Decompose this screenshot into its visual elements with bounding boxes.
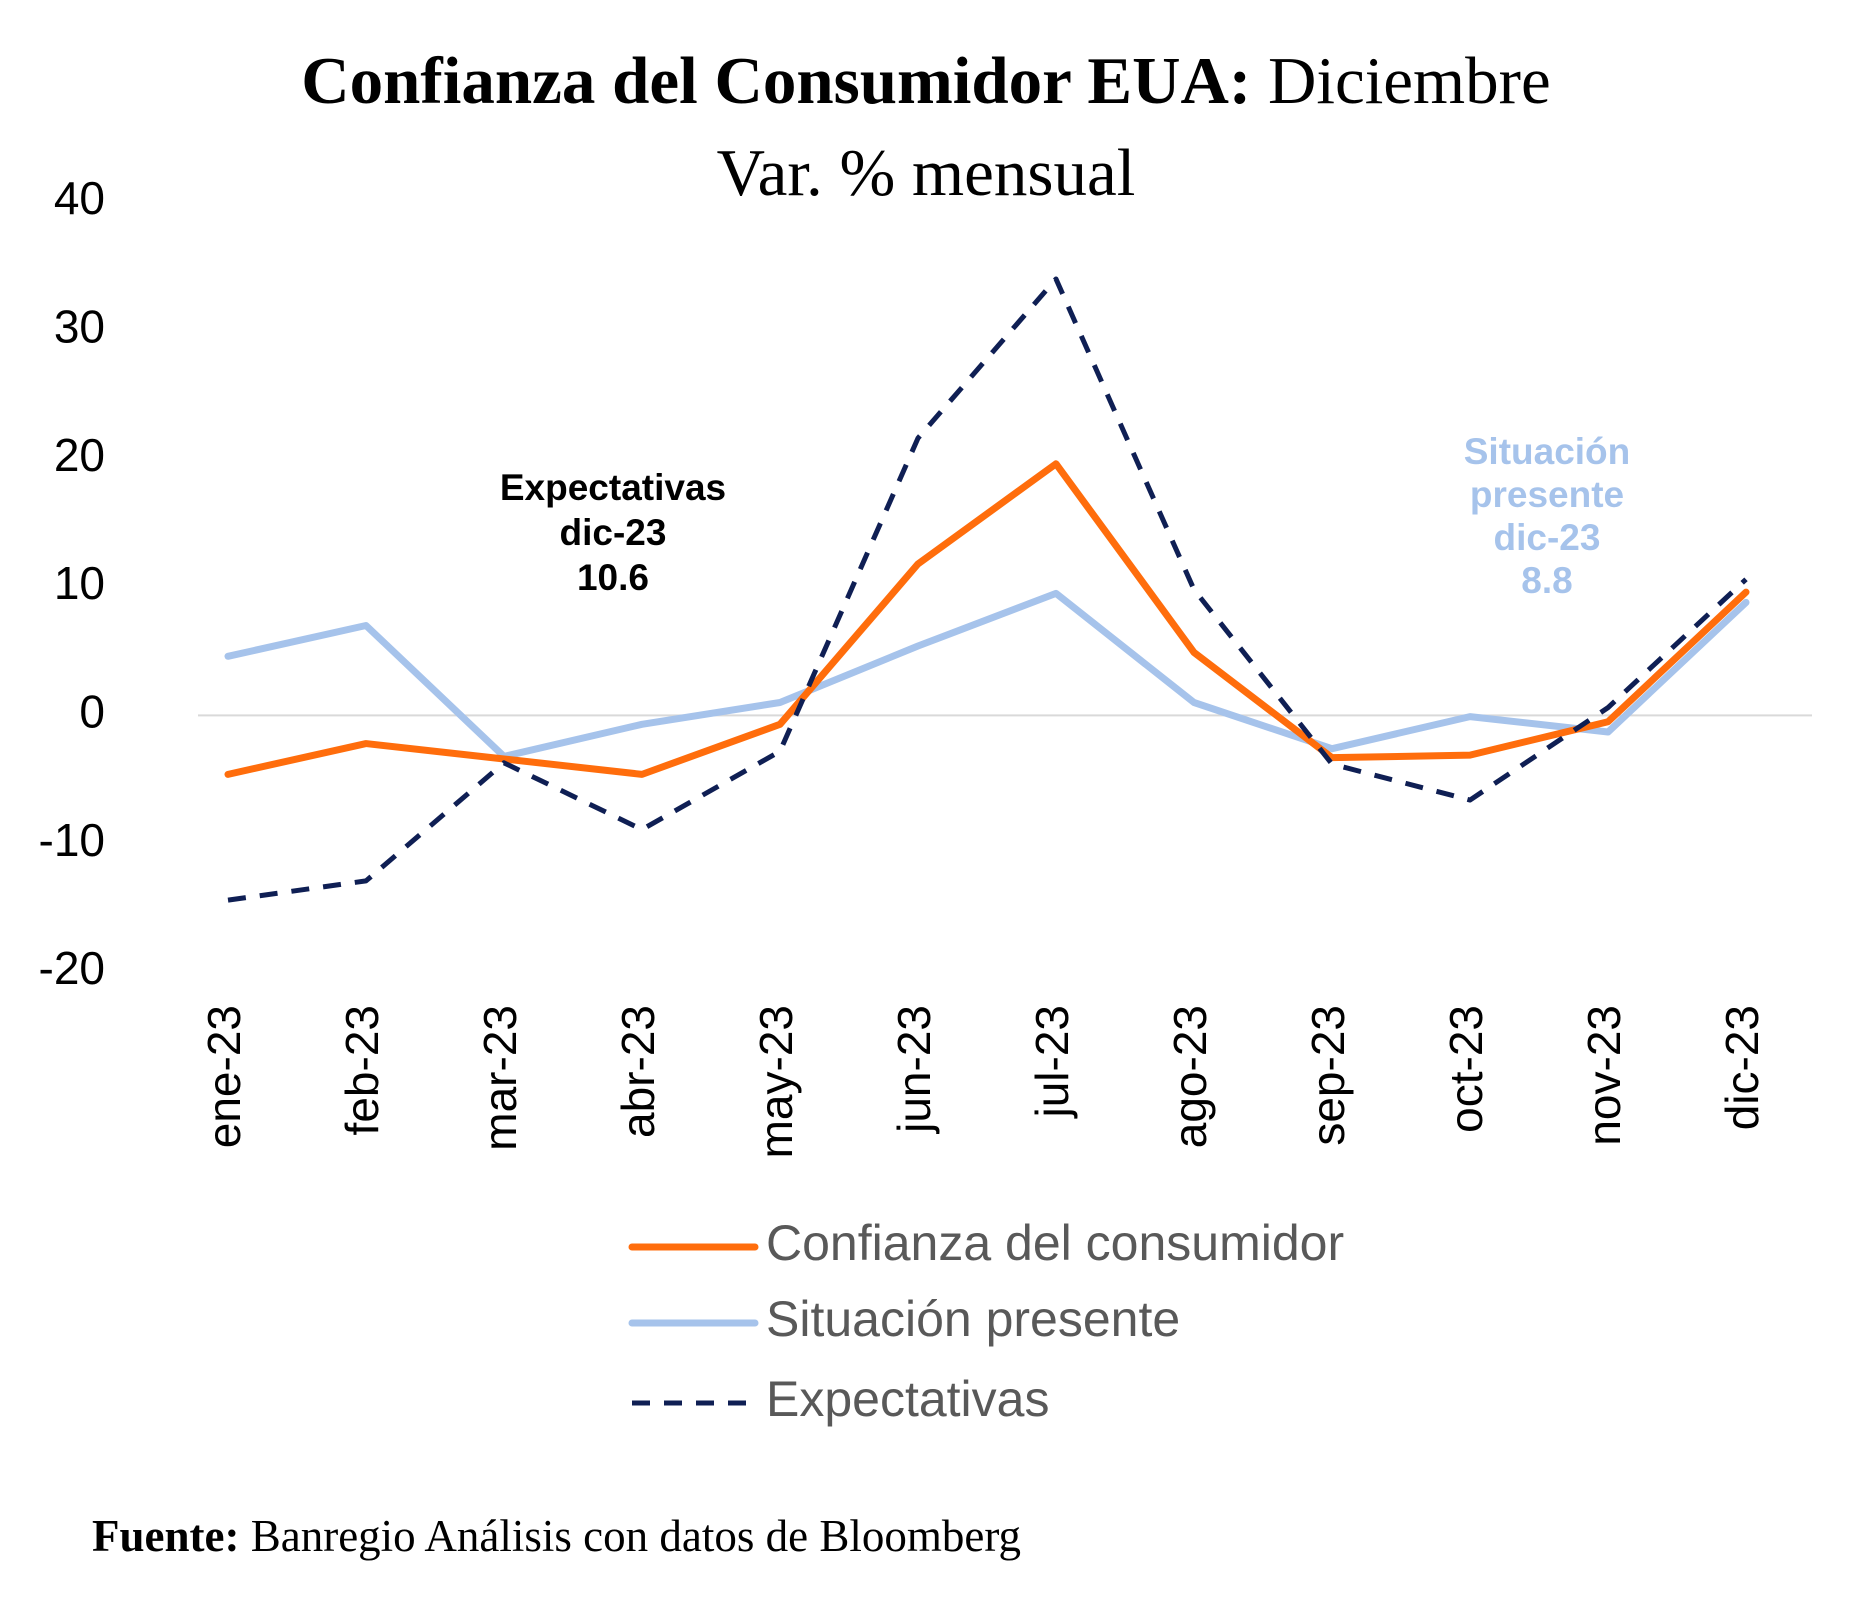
y-tick-label: 0 [79, 685, 105, 737]
chart-title-bold: Confianza del Consumidor EUA: [301, 44, 1252, 118]
annotation-expectativas-line: Expectativas [500, 467, 726, 508]
legend-label: Confianza del consumidor [766, 1215, 1344, 1271]
y-tick-label: -20 [39, 942, 105, 994]
source-note: Fuente: Banregio Análisis con datos de B… [92, 1510, 1021, 1562]
x-tick-label: jul-23 [1026, 1005, 1078, 1120]
x-tick-label: oct-23 [1440, 1005, 1492, 1133]
legend-label: Situación presente [766, 1291, 1180, 1347]
annotation-expectativas-line: 10.6 [577, 557, 649, 598]
annotation-situacion-line: dic-23 [1494, 517, 1601, 558]
y-tick-label: 10 [54, 557, 105, 609]
source-text: Banregio Análisis con datos de Bloomberg [239, 1511, 1022, 1561]
x-tick-label: feb-23 [336, 1005, 388, 1135]
x-tick-label: jun-23 [888, 1005, 940, 1135]
series-expectativas-line [227, 276, 1748, 903]
y-tick-label: 30 [54, 300, 105, 352]
x-tick-label: ago-23 [1164, 1005, 1216, 1148]
series-situacion-line [224, 589, 1750, 760]
x-tick-label: ene-23 [198, 1005, 250, 1148]
y-tick-label: -10 [39, 814, 105, 866]
annotation-situacion-line: Situación [1464, 431, 1631, 472]
source-label: Fuente: [92, 1511, 240, 1561]
x-tick-label: nov-23 [1578, 1005, 1630, 1146]
chart-title-rest: Diciembre [1251, 44, 1551, 118]
legend-label: Expectativas [766, 1371, 1049, 1427]
y-tick-label: 20 [54, 429, 105, 481]
annotation-situacion-line: presente [1470, 474, 1624, 515]
annotation-situacion-line: 8.8 [1521, 560, 1572, 601]
x-tick-label: mar-23 [474, 1005, 526, 1151]
y-tick-label: 40 [54, 172, 105, 224]
chart-title: Confianza del Consumidor EUA: Diciembre [0, 48, 1852, 115]
chart-subtitle: Var. % mensual [716, 136, 1136, 210]
x-tick-label: may-23 [750, 1005, 802, 1158]
annotation-expectativas-line: dic-23 [560, 512, 667, 553]
x-tick-label: sep-23 [1302, 1005, 1354, 1146]
series-confianza-line [224, 460, 1750, 778]
x-tick-label: dic-23 [1716, 1005, 1768, 1130]
x-tick-label: abr-23 [612, 1005, 664, 1138]
